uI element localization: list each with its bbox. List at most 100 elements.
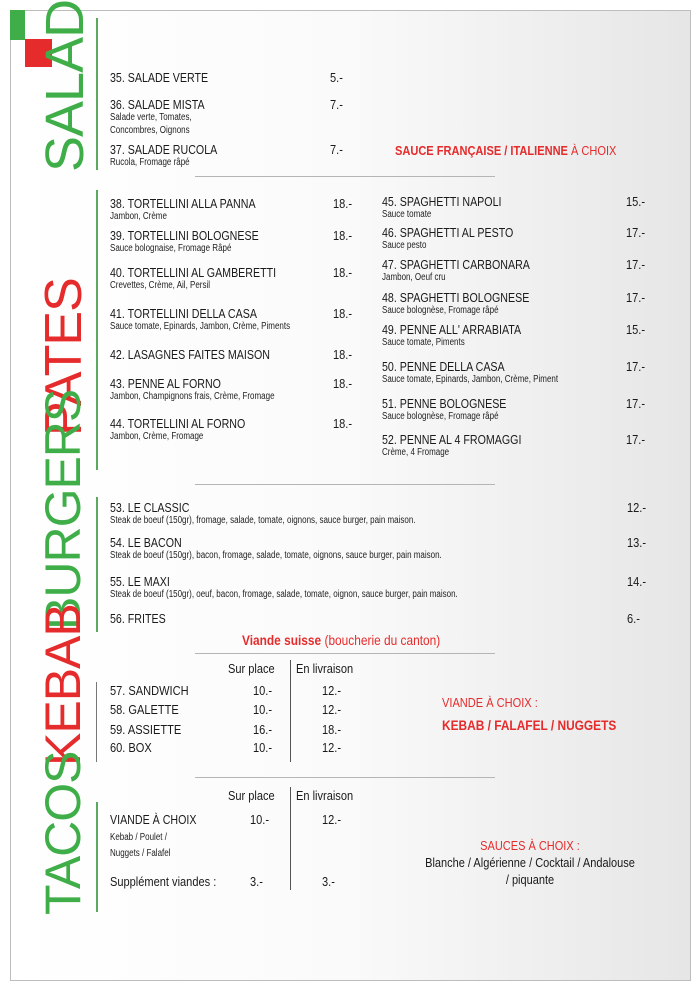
menu-item: VIANDE À CHOIX Kebab / Poulet / Nuggets … [110, 812, 215, 861]
item-name: 36. SALADE MISTA [110, 97, 205, 112]
menu-item: 42. LASAGNES FAITES MAISON [110, 347, 305, 362]
menu-item: 46. SPAGHETTI AL PESTO Sauce pesto [382, 225, 542, 253]
menu-item: 51. PENNE BOLOGNESE Sauce bolognèse, From… [382, 396, 534, 424]
item-price: 17.- [626, 432, 646, 447]
item-desc: Jambon, Oeuf cru [382, 272, 446, 283]
item-name: 47. SPAGHETTI CARBONARA [382, 257, 530, 272]
item-desc: Sauce tomate, Epinards, Jambon, Crème, P… [382, 374, 559, 385]
item-name: 38. TORTELLINI ALLA PANNA [110, 196, 256, 211]
item-desc: Sauce bolognaise, Fromage Râpé [110, 243, 232, 254]
item-price: 5.- [330, 70, 343, 85]
item-price: 17.- [626, 359, 646, 374]
sauces-title: SAUCES À CHOIX : [480, 839, 580, 853]
section-divider-salades [96, 18, 98, 170]
price-sur-place: 10.- [253, 683, 273, 698]
menu-item: 48. SPAGHETTI BOLOGNESE Sauce bolognèse, … [382, 290, 562, 318]
item-price: 15.- [626, 194, 646, 209]
menu-item: 38. TORTELLINI ALLA PANNA Jambon, Crème [110, 196, 288, 224]
tacos-column-divider [290, 787, 291, 890]
menu-item: 53. LE CLASSIC Steak de boeuf (150gr), fr… [110, 500, 492, 528]
section-title-salades: SALADES [35, 0, 95, 172]
item-desc: Crème, 4 Fromage [382, 447, 450, 458]
item-desc: Sauce bolognèse, Fromage râpé [382, 305, 499, 316]
kebab-note-title: VIANDE À CHOIX : [442, 695, 538, 710]
kebab-column-divider [290, 660, 291, 762]
item-price: 18.- [333, 416, 353, 431]
item-name: 52. PENNE AL 4 FROMAGGI [382, 432, 522, 447]
price-livraison: 12.- [322, 740, 342, 755]
item-name: 49. PENNE ALL' ARRABIATA [382, 322, 522, 337]
item-desc: Steak de boeuf (150gr), bacon, fromage, … [110, 550, 442, 561]
item-desc: Sauce tomate [382, 209, 432, 220]
supplement-label: Supplément viandes : [110, 874, 217, 889]
menu-item: 44. TORTELLINI AL FORNO Jambon, Crème, Fr… [110, 416, 275, 444]
item-price: 7.- [330, 142, 343, 157]
menu-item: 45. SPAGHETTI NAPOLI Sauce tomate [382, 194, 528, 222]
menu-item: 55. LE MAXI Steak de boeuf (150gr), oeuf,… [110, 574, 545, 602]
item-price: 14.- [627, 574, 647, 589]
item-price: 17.- [626, 396, 646, 411]
item-desc: Sauce bolognèse, Fromage râpé [382, 411, 499, 422]
item-name: 50. PENNE DELLA CASA [382, 359, 505, 374]
supplement-price-livraison: 3.- [322, 874, 335, 889]
item-name: 55. LE MAXI [110, 574, 170, 589]
separator [195, 653, 495, 654]
item-price: 12.- [627, 500, 647, 515]
item-desc: Jambon, Crème [110, 211, 167, 222]
menu-item: 50. PENNE DELLA CASA Sauce tomate, Epinar… [382, 359, 602, 387]
item-price: 18.- [333, 347, 353, 362]
item-desc: Sauce tomate, Piments [382, 337, 465, 348]
sauce-choice-label: À CHOIX [567, 143, 617, 158]
menu-item: 47. SPAGHETTI CARBONARA Jambon, Oeuf cru [382, 257, 562, 285]
item-desc: Steak de boeuf (150gr), oeuf, bacon, fro… [110, 589, 458, 600]
item-name: 46. SPAGHETTI AL PESTO [382, 225, 514, 240]
item-name: 59. ASSIETTE [110, 722, 182, 737]
item-name: 54. LE BACON [110, 535, 182, 550]
section-divider-kebab [96, 682, 97, 762]
item-name: 56. FRITES [110, 611, 166, 626]
item-desc: Salade verte, Tomates, [110, 112, 192, 123]
kebab-col-livraison: En livraison [296, 661, 354, 676]
item-price: 17.- [626, 225, 646, 240]
menu-item: 56. FRITES [110, 611, 178, 626]
item-desc: Concombres, Oignons [110, 124, 190, 136]
item-price: 13.- [627, 535, 647, 550]
item-name: 39. TORTELLINI BOLOGNESE [110, 228, 259, 243]
item-desc: Nuggets / Falafel [110, 848, 171, 859]
menu-item: 52. PENNE AL 4 FROMAGGI Crème, 4 Fromage [382, 432, 552, 460]
item-name: 53. LE CLASSIC [110, 500, 190, 515]
section-divider-burgers [96, 497, 98, 632]
item-name: 44. TORTELLINI AL FORNO [110, 416, 246, 431]
sauces-list-cont: / piquante [505, 873, 555, 887]
item-name: 42. LASAGNES FAITES MAISON [110, 347, 270, 362]
section-title-tacos: TACOS [35, 751, 91, 915]
menu-item: 39. TORTELLINI BOLOGNESE Sauce bolognaise… [110, 228, 291, 256]
price-livraison: 12.- [322, 812, 342, 827]
item-desc: Rucola, Fromage râpé [110, 157, 190, 168]
item-desc: Kebab / Poulet / [110, 832, 167, 843]
tacos-col-livraison: En livraison [296, 788, 354, 803]
menu-item: 37. SALADE RUCOLA Rucola, Fromage râpé [110, 142, 241, 170]
sauce-options: SAUCE FRANÇAISE / ITALIENNE [395, 143, 568, 158]
section-title-kebab: KEBAB [35, 604, 91, 766]
price-sur-place: 10.- [253, 740, 273, 755]
menu-item: 41. TORTELLINI DELLA CASA Sauce tomate, E… [110, 306, 335, 334]
item-desc: Sauce tomate, Epinards, Jambon, Crème, P… [110, 321, 291, 332]
item-desc: Steak de boeuf (150gr), fromage, salade,… [110, 515, 416, 526]
tacos-col-sur-place: Sur place [228, 788, 275, 803]
menu-page [10, 10, 691, 981]
item-desc: Crevettes, Crème, Ail, Persil [110, 280, 211, 291]
kebab-note-choices: KEBAB / FALAFEL / NUGGETS [442, 717, 617, 733]
menu-item: 43. PENNE AL FORNO Jambon, Champignons fr… [110, 376, 316, 404]
item-name: 60. BOX [110, 740, 152, 755]
item-name: 45. SPAGHETTI NAPOLI [382, 194, 502, 209]
menu-item: 54. LE BACON Steak de boeuf (150gr), baco… [110, 535, 525, 563]
item-desc: Jambon, Crème, Fromage [110, 431, 204, 442]
price-livraison: 12.- [322, 683, 342, 698]
meat-butcher: (boucherie du canton) [321, 632, 441, 648]
separator [195, 484, 495, 485]
item-desc: Jambon, Champignons frais, Crème, Fromag… [110, 391, 275, 402]
section-divider-pates [96, 190, 98, 470]
item-name: 41. TORTELLINI DELLA CASA [110, 306, 257, 321]
item-name: 43. PENNE AL FORNO [110, 376, 221, 391]
